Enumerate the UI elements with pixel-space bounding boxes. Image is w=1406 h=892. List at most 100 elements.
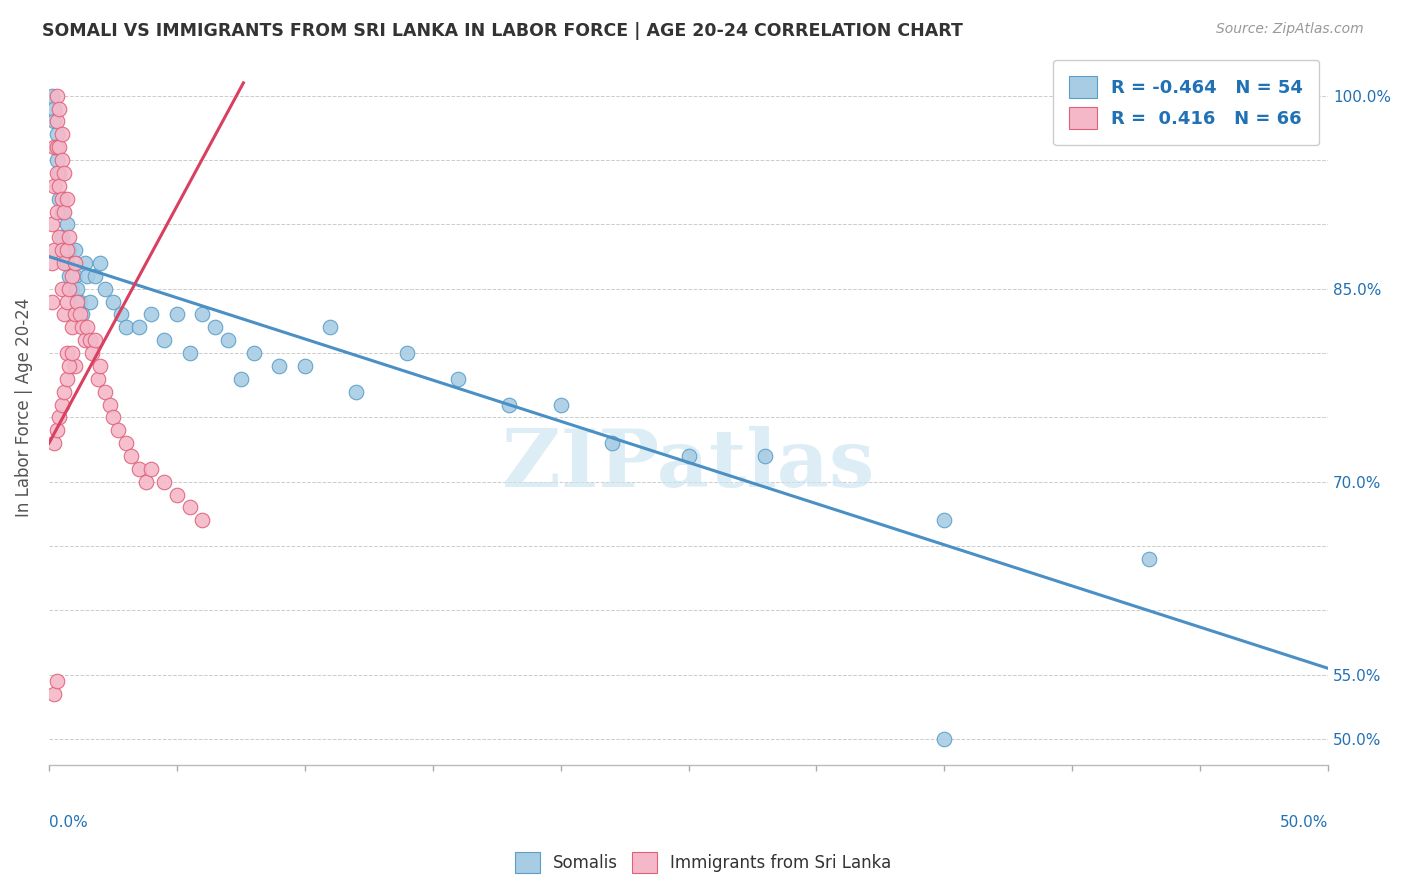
Point bbox=[63, 308, 86, 322]
Point bbox=[128, 320, 150, 334]
Point bbox=[101, 410, 124, 425]
Legend: R = -0.464   N = 54, R =  0.416   N = 66: R = -0.464 N = 54, R = 0.416 N = 66 bbox=[1053, 60, 1319, 145]
Text: 50.0%: 50.0% bbox=[1279, 815, 1329, 830]
Point bbox=[166, 488, 188, 502]
Point bbox=[58, 359, 80, 373]
Point bbox=[48, 192, 70, 206]
Point bbox=[56, 218, 79, 232]
Point bbox=[51, 282, 73, 296]
Point bbox=[319, 320, 342, 334]
Point bbox=[51, 398, 73, 412]
Point bbox=[114, 436, 136, 450]
Point bbox=[73, 256, 96, 270]
Point bbox=[135, 475, 157, 489]
Point bbox=[45, 204, 67, 219]
Point bbox=[128, 462, 150, 476]
Point bbox=[94, 384, 117, 399]
Point bbox=[934, 732, 956, 747]
Point bbox=[396, 346, 419, 360]
Point bbox=[41, 294, 63, 309]
Point bbox=[179, 500, 201, 515]
Point bbox=[76, 320, 98, 334]
Point bbox=[53, 166, 76, 180]
Point bbox=[60, 268, 83, 283]
Text: 0.0%: 0.0% bbox=[49, 815, 87, 830]
Point bbox=[110, 308, 132, 322]
Point bbox=[242, 346, 264, 360]
Point bbox=[56, 256, 79, 270]
Point bbox=[79, 333, 101, 347]
Point bbox=[53, 256, 76, 270]
Point bbox=[63, 256, 86, 270]
Point bbox=[53, 384, 76, 399]
Point bbox=[678, 449, 700, 463]
Point bbox=[217, 333, 239, 347]
Point bbox=[204, 320, 226, 334]
Point bbox=[58, 282, 80, 296]
Point bbox=[269, 359, 291, 373]
Point bbox=[41, 88, 63, 103]
Point bbox=[73, 333, 96, 347]
Point bbox=[48, 166, 70, 180]
Point bbox=[60, 320, 83, 334]
Point bbox=[48, 102, 70, 116]
Point bbox=[45, 140, 67, 154]
Point bbox=[53, 204, 76, 219]
Point bbox=[66, 282, 89, 296]
Point bbox=[191, 513, 214, 527]
Point bbox=[63, 243, 86, 257]
Point bbox=[84, 333, 107, 347]
Point bbox=[45, 153, 67, 167]
Point bbox=[107, 423, 129, 437]
Point bbox=[42, 114, 65, 128]
Point bbox=[153, 333, 176, 347]
Point bbox=[66, 294, 89, 309]
Point bbox=[294, 359, 316, 373]
Point bbox=[58, 230, 80, 244]
Point bbox=[56, 294, 79, 309]
Legend: Somalis, Immigrants from Sri Lanka: Somalis, Immigrants from Sri Lanka bbox=[508, 846, 898, 880]
Point bbox=[48, 410, 70, 425]
Point bbox=[63, 359, 86, 373]
Point bbox=[69, 308, 91, 322]
Point bbox=[48, 230, 70, 244]
Point bbox=[42, 140, 65, 154]
Point bbox=[51, 128, 73, 142]
Point bbox=[45, 423, 67, 437]
Point bbox=[42, 243, 65, 257]
Point bbox=[45, 88, 67, 103]
Point bbox=[89, 256, 111, 270]
Point bbox=[94, 282, 117, 296]
Point bbox=[56, 346, 79, 360]
Point bbox=[84, 268, 107, 283]
Point bbox=[56, 372, 79, 386]
Point bbox=[51, 230, 73, 244]
Point bbox=[60, 346, 83, 360]
Point bbox=[45, 166, 67, 180]
Point bbox=[60, 282, 83, 296]
Point bbox=[53, 308, 76, 322]
Point bbox=[56, 243, 79, 257]
Point bbox=[58, 243, 80, 257]
Point bbox=[53, 243, 76, 257]
Point bbox=[89, 359, 111, 373]
Point bbox=[101, 294, 124, 309]
Point bbox=[42, 687, 65, 701]
Point bbox=[45, 674, 67, 689]
Text: Source: ZipAtlas.com: Source: ZipAtlas.com bbox=[1216, 22, 1364, 37]
Point bbox=[344, 384, 367, 399]
Point bbox=[42, 178, 65, 193]
Point bbox=[56, 192, 79, 206]
Point bbox=[600, 436, 623, 450]
Point bbox=[79, 294, 101, 309]
Point bbox=[69, 294, 91, 309]
Point bbox=[70, 308, 93, 322]
Point bbox=[498, 398, 520, 412]
Point bbox=[120, 449, 142, 463]
Point bbox=[141, 308, 163, 322]
Point bbox=[51, 192, 73, 206]
Point bbox=[48, 178, 70, 193]
Point bbox=[42, 436, 65, 450]
Point bbox=[550, 398, 572, 412]
Point bbox=[63, 268, 86, 283]
